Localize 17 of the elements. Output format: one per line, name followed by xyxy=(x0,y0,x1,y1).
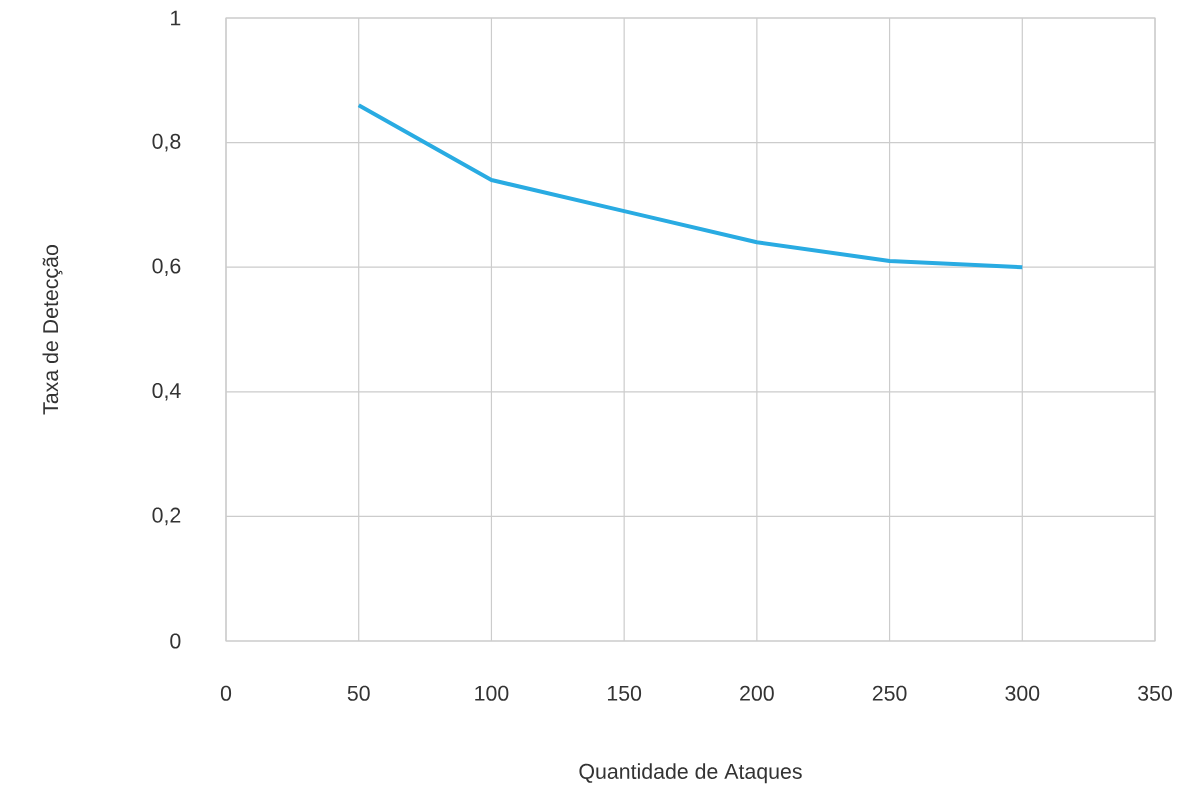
y-tick-label: 0,6 xyxy=(152,258,181,276)
x-tick-label: 0 xyxy=(220,685,232,701)
x-tick-label: 300 xyxy=(1005,685,1040,701)
y-axis-title: Taxa de Detecção xyxy=(42,245,63,415)
x-tick-label: 100 xyxy=(475,685,509,701)
y-tick-label: 1 xyxy=(171,10,181,26)
y-tick-label: 0,2 xyxy=(152,507,181,526)
y-tick-label: 0,8 xyxy=(152,133,181,152)
y-tick-label: 0,4 xyxy=(152,382,181,401)
x-tick-label: 50 xyxy=(347,685,370,701)
y-tick-label: 0 xyxy=(170,633,181,649)
x-tick-label: 250 xyxy=(872,685,907,701)
x-axis-title: Quantidade de Ataques xyxy=(579,763,802,784)
x-tick-label: 150 xyxy=(607,685,642,701)
x-tick-label: 200 xyxy=(740,685,774,701)
x-tick-label: 350 xyxy=(1138,685,1172,701)
line-series xyxy=(356,103,1025,270)
